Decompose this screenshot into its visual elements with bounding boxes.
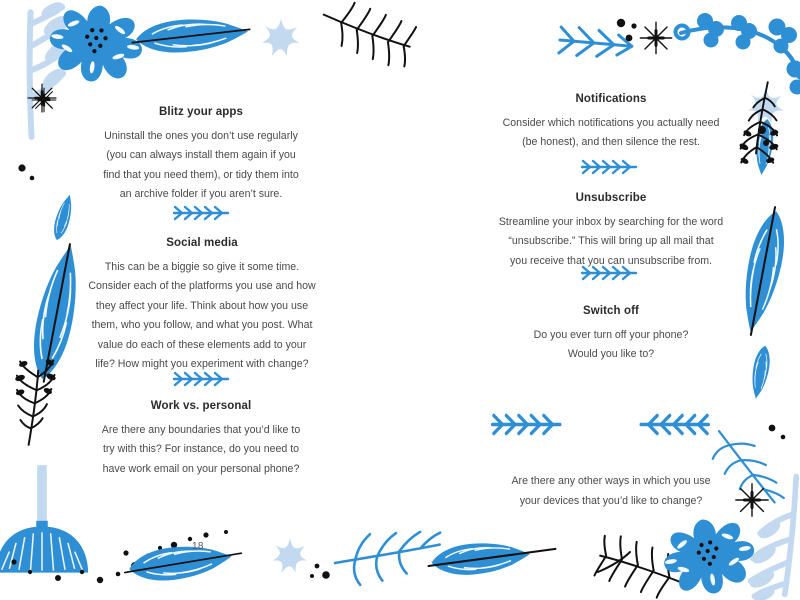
- section-title: Social media: [166, 237, 238, 249]
- fern-divider-right-2: [580, 265, 638, 281]
- section-title: Notifications: [575, 93, 647, 105]
- page-left: Blitz your apps Uninstall the ones you d…: [80, 106, 324, 552]
- fern-divider-right-1: [580, 159, 638, 175]
- section-switch-off: Switch off Do you ever turn off your pho…: [492, 305, 730, 365]
- section-title: Work vs. personal: [150, 400, 252, 412]
- fern-divider-left-2: [172, 371, 230, 387]
- section-body: Are there any boundaries that you’d like…: [101, 423, 301, 475]
- section-body: Do you ever turn off your phone? Would y…: [533, 328, 689, 361]
- section-title: Switch off: [583, 305, 639, 317]
- section-unsubscribe: Unsubscribe Streamline your inbox by sea…: [482, 192, 740, 271]
- section-notifications: Notifications Consider which notificatio…: [486, 93, 736, 153]
- section-title: Unsubscribe: [575, 192, 647, 204]
- page-right: Notifications Consider which notificatio…: [400, 0, 800, 600]
- section-body: This can be a biggie so give it some tim…: [88, 260, 316, 371]
- section-social-media: Social media This can be a biggie so giv…: [80, 237, 324, 375]
- closing-prompt-body: Are there any other ways in which you us…: [511, 475, 711, 507]
- section-blitz-your-apps: Blitz your apps Uninstall the ones you d…: [86, 106, 316, 205]
- section-title: Blitz your apps: [159, 106, 243, 118]
- closing-prompt: Are there any other ways in which you us…: [486, 472, 736, 511]
- page-number-left: 18: [192, 541, 204, 552]
- section-body: Streamline your inbox by searching for t…: [498, 215, 724, 267]
- section-body: Uninstall the ones you don’t use regular…: [103, 129, 299, 201]
- section-work-vs-personal: Work vs. personal Are there any boundari…: [86, 400, 316, 479]
- section-body: Consider which notifications you actuall…: [502, 116, 720, 149]
- fern-divider-left-1: [172, 205, 230, 221]
